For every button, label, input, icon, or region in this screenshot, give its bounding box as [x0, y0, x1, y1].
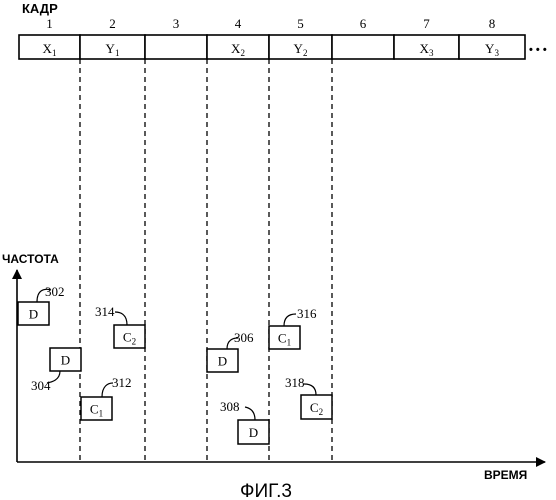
- figure-caption: ФИГ.3: [240, 481, 292, 500]
- frame-number: 5: [297, 16, 304, 31]
- frame-number: 8: [489, 16, 496, 31]
- time-axis-label: ВРЕМЯ: [484, 468, 527, 482]
- frame-number: 7: [423, 16, 430, 31]
- reference-leader-line: [284, 314, 296, 326]
- reference-number-316: 316: [297, 306, 317, 321]
- block-label: D: [29, 307, 38, 322]
- frequency-axis-label: ЧАСТОТА: [2, 252, 59, 266]
- reference-number-302: 302: [45, 284, 65, 299]
- reference-leader-line: [245, 407, 255, 420]
- signal-blocks: D302D304C1312C2314D306D308C1316C2318: [18, 284, 332, 444]
- frame-cell-6: [332, 35, 394, 59]
- frame-cell-3: [145, 35, 207, 59]
- reference-number-304: 304: [31, 378, 51, 393]
- frame-boundary-guides: [80, 59, 332, 462]
- block-label: D: [61, 353, 70, 368]
- frame-strip: 1X12Y134X25Y267X38Y3: [19, 16, 525, 59]
- reference-number-306: 306: [234, 330, 254, 345]
- frame-number: 4: [235, 16, 242, 31]
- reference-number-312: 312: [112, 375, 132, 390]
- frame-number: 3: [173, 16, 180, 31]
- reference-number-318: 318: [285, 375, 305, 390]
- frame-number: 1: [46, 16, 53, 31]
- frame-ellipsis: • • •: [529, 44, 547, 56]
- block-label: D: [249, 425, 258, 440]
- frame-number: 6: [360, 16, 367, 31]
- reference-leader-line: [115, 312, 127, 325]
- frame-label: КАДР: [22, 1, 58, 16]
- reference-number-308: 308: [220, 399, 240, 414]
- reference-number-314: 314: [95, 304, 115, 319]
- block-label: D: [218, 354, 227, 369]
- frame-number: 2: [109, 16, 116, 31]
- reference-leader-line: [304, 384, 316, 395]
